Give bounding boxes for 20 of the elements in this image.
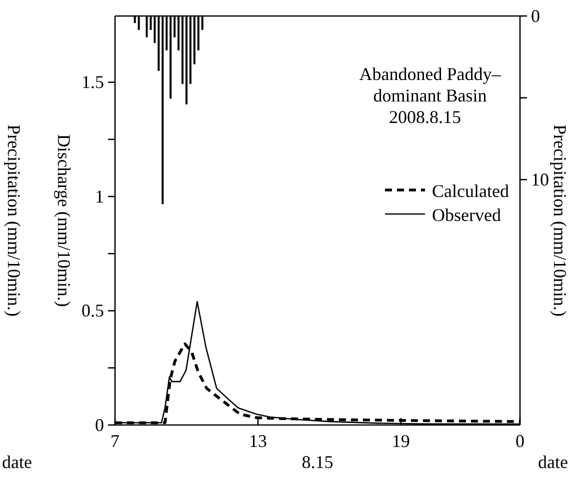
x-tick-label: 7 (110, 431, 120, 451)
text: Precipitation (mm/10min.) (4, 124, 24, 316)
y2-tick-label: 10 (531, 169, 549, 190)
y-axis-title: Discharge (mm/10min.) (54, 134, 74, 307)
y-tick-label: 1.5 (82, 72, 104, 92)
text: Abandoned Paddy–dominant Basin (359, 64, 502, 106)
y2-axis-title: Precipitation (mm/10min.) (550, 124, 570, 316)
x-axis-title: date (538, 452, 568, 472)
y-tick-label: 0 (95, 414, 104, 435)
text: date (2, 452, 32, 472)
legend-label: Calculated (432, 181, 509, 201)
y-tick-label: 1 (95, 186, 104, 206)
y2-tick-label: 0 (531, 6, 540, 26)
y-tick-label: 0.5 (82, 300, 104, 321)
text: 2008.8.15 (389, 107, 461, 128)
legend-label: Observed (432, 205, 501, 225)
x-tick-label: 13 (248, 431, 267, 451)
text: 8.15 (302, 452, 334, 472)
x-tick-label: 0 (516, 431, 524, 451)
x-tick-label: 19 (392, 431, 410, 451)
